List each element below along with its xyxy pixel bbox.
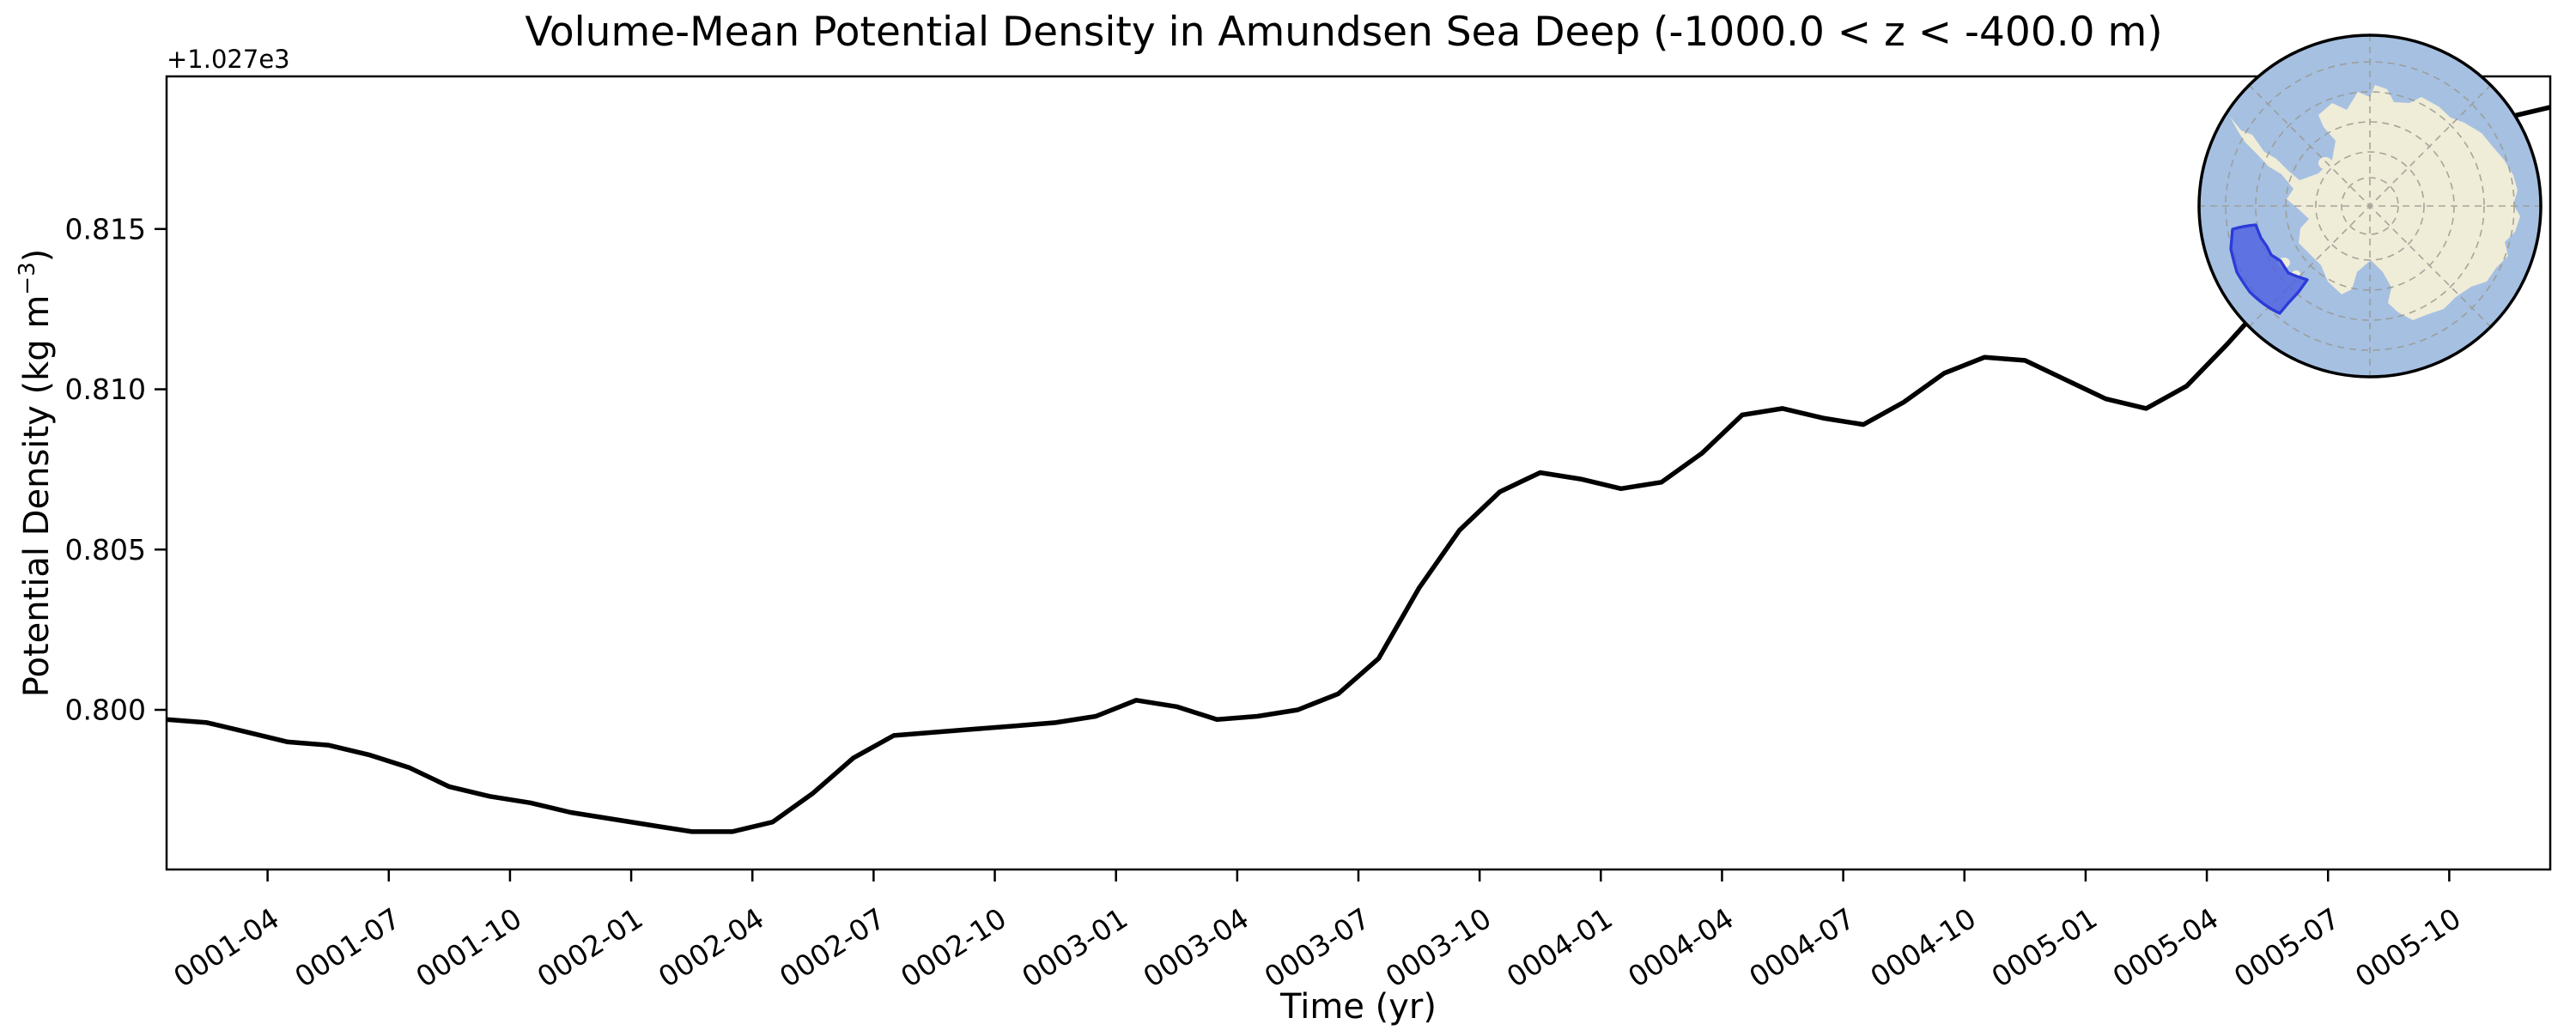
y-axis-ticks: 0.800 0.805 0.810 0.815: [65, 212, 167, 727]
x-axis-label: Time (yr): [1279, 987, 1437, 1027]
y-tick-label: 0.810: [65, 373, 146, 406]
x-tick-label: 0001-07: [289, 901, 406, 994]
x-tick-label: 0003-01: [1016, 901, 1133, 994]
chart-title: Volume-Mean Potential Density in Amundse…: [525, 9, 2162, 56]
map-border-circle: [2197, 33, 2543, 379]
y-tick-label: 0.805: [65, 533, 146, 566]
y-axis-label-close: ): [17, 249, 57, 263]
map-region-border: [2229, 223, 2309, 315]
x-tick-label: 0003-07: [1258, 901, 1376, 994]
x-tick-label: 0002-01: [532, 901, 649, 994]
x-tick-label: 0002-10: [895, 901, 1012, 994]
x-tick-label: 0005-04: [2107, 901, 2225, 994]
y-axis-offset-text: +1.027e3: [167, 45, 290, 74]
x-tick-label: 0002-04: [653, 901, 770, 994]
x-tick-label: 0004-01: [1501, 901, 1619, 994]
density-line: [166, 105, 2551, 834]
x-tick-label: 0004-10: [1864, 901, 1982, 994]
plot-area-border: [165, 75, 2552, 871]
antarctica-inset-map: [2197, 33, 2543, 379]
x-tick-label: 0005-10: [2349, 901, 2467, 994]
x-tick-label: 0005-01: [1985, 901, 2103, 994]
x-tick-label: 0004-07: [1743, 901, 1861, 994]
x-tick-label: 0002-07: [774, 901, 891, 994]
x-tick-label: 0003-10: [1380, 901, 1498, 994]
y-axis-label: Potential Density (kg m−3): [15, 249, 57, 698]
x-tick-label: 0003-04: [1137, 901, 1255, 994]
x-tick-label: 0001-10: [410, 901, 527, 994]
y-axis-label-main: Potential Density (kg m: [17, 295, 57, 698]
x-axis-ticks: 0001-04 0001-07 0001-10 0002-01 0002-04 0002-…: [167, 869, 2467, 994]
x-tick-label: 0001-04: [167, 901, 285, 994]
x-tick-label: 0004-04: [1622, 901, 1740, 994]
x-tick-label: 0005-07: [2228, 901, 2346, 994]
y-axis-label-superscript: −3: [15, 262, 40, 294]
y-tick-label: 0.800: [65, 694, 146, 727]
y-tick-label: 0.815: [65, 212, 146, 245]
map-graticule: [2199, 35, 2541, 377]
